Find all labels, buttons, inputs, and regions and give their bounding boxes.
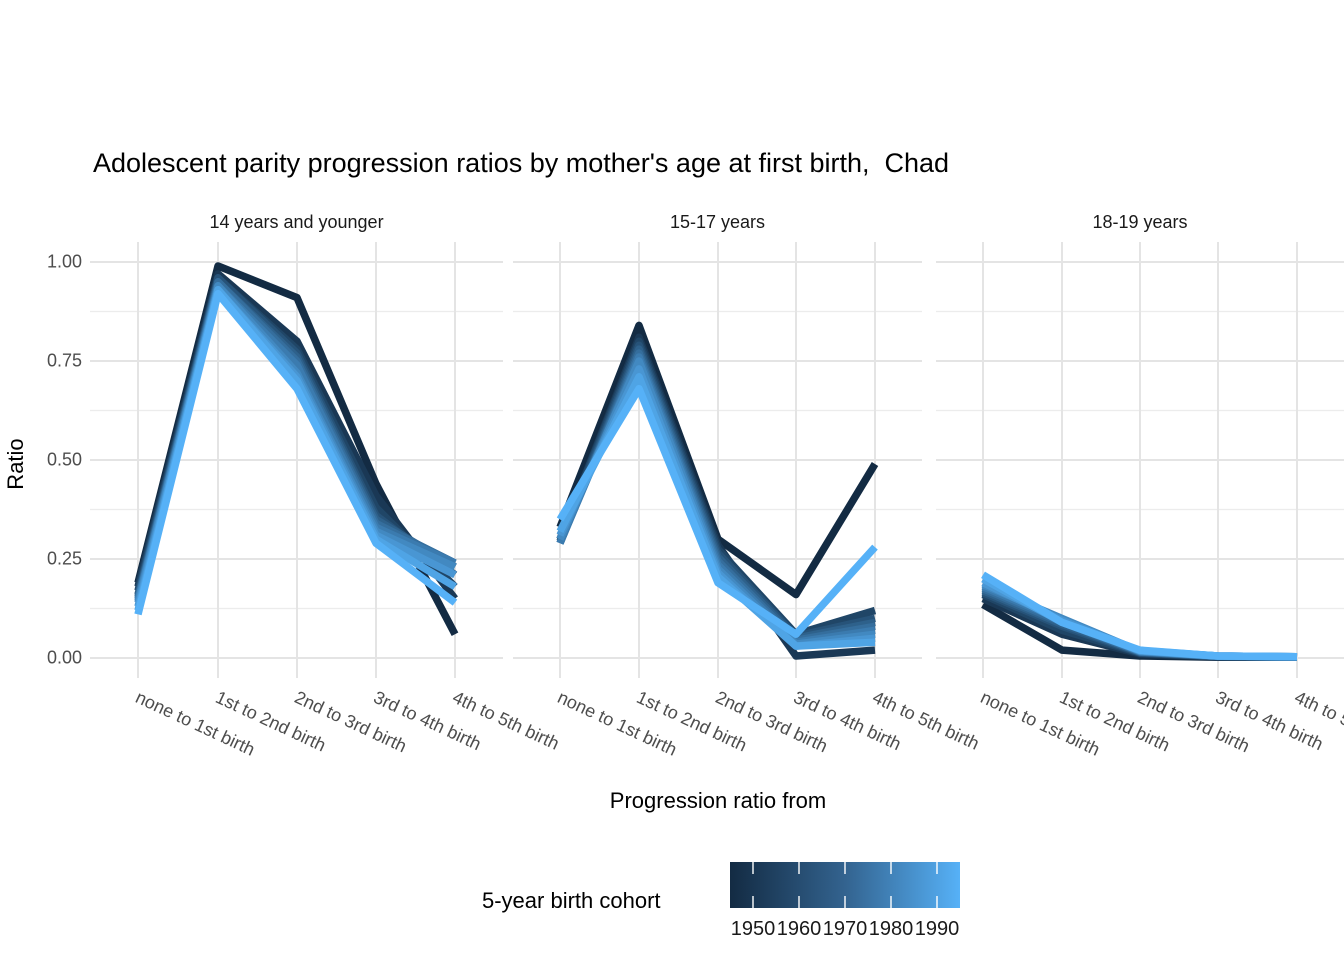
x-axis-title: Progression ratio from [609, 788, 827, 813]
legend-colorbar-tick [752, 896, 754, 908]
facet-strip-label: 15-17 years [669, 212, 766, 232]
legend-colorbar-tick [890, 896, 892, 908]
facet-strip-label: 18-19 years [1092, 212, 1188, 232]
legend-tick-label: 1970 [822, 918, 868, 940]
legend-colorbar-tick [936, 896, 938, 908]
series-line-cohort-1995 [134, 289, 458, 616]
legend-tick-label: 1960 [776, 918, 822, 940]
legend-colorbar-tick [844, 896, 846, 908]
y-axis-title: Ratio [3, 438, 28, 490]
plot-title: Adolescent parity progression ratios by … [93, 148, 950, 178]
series-line-cohort-1995 [981, 571, 1298, 661]
legend-colorbar-tick [798, 862, 800, 874]
legend-tick-label: 1980 [868, 918, 914, 940]
y-tick-label: 0.00 [46, 647, 82, 668]
legend-title: 5-year birth cohort [482, 888, 661, 913]
legend-tick-label: 1990 [914, 918, 960, 940]
y-tick-label: 0.25 [46, 548, 82, 569]
legend-colorbar-tick [890, 862, 892, 874]
legend-tick-label: 1950 [730, 918, 776, 940]
y-tick-label: 0.50 [46, 449, 82, 470]
y-tick-label: 1.00 [46, 251, 82, 272]
facet-strip-label: 14 years and younger [209, 212, 384, 232]
y-tick-label: 0.75 [46, 350, 82, 371]
legend-colorbar-tick [936, 862, 938, 874]
series-line-cohort-1995 [556, 384, 878, 638]
legend-colorbar-tick [752, 862, 754, 874]
legend-colorbar-tick [798, 896, 800, 908]
legend-colorbar-tick [844, 862, 846, 874]
